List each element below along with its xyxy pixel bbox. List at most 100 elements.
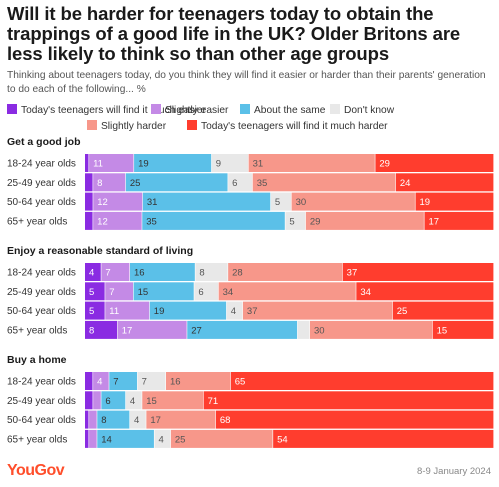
bar-segment: [242, 301, 393, 320]
row-label: 50-64 year olds: [7, 197, 76, 208]
data-label: 25: [175, 434, 186, 445]
data-label: 19: [154, 306, 165, 317]
bar-segment: [93, 173, 126, 192]
bar-segment: [93, 372, 109, 390]
bar-segment: [228, 173, 253, 192]
data-label: 17: [428, 216, 439, 227]
row-label: 65+ year olds: [7, 216, 67, 227]
bar-segment: [342, 263, 494, 281]
bar-segment: [93, 192, 143, 211]
data-label: 16: [170, 377, 181, 388]
legend-item: Slightly easier: [151, 104, 228, 117]
legend-label: Today's teenagers will find it much hard…: [201, 121, 388, 132]
bar-segment: [195, 263, 228, 281]
bar-segment: [85, 282, 105, 301]
bar-segment: [392, 301, 494, 320]
data-label: 15: [146, 396, 157, 407]
bar-segment: [129, 410, 146, 429]
data-label: 6: [232, 178, 237, 189]
data-label: 7: [113, 377, 118, 388]
data-label: 25: [130, 178, 141, 189]
bar-segment: [309, 320, 433, 339]
data-label: 4: [159, 434, 164, 445]
bar-segment: [170, 429, 273, 448]
group-title: Enjoy a reasonable standard of living: [7, 245, 193, 257]
yougov-logo: YouGov: [7, 462, 65, 479]
bar-segment: [146, 410, 216, 429]
row-label: 50-64 year olds: [7, 415, 76, 426]
data-label: 35: [146, 216, 157, 227]
row-label: 25-49 year olds: [7, 396, 76, 407]
data-label: 12: [97, 197, 108, 208]
bar-segment: [93, 211, 142, 230]
bar-segment: [137, 372, 166, 390]
data-label: 31: [253, 159, 264, 170]
bar-segment: [211, 154, 248, 172]
bar-segment: [165, 372, 231, 390]
data-label: 14: [101, 434, 112, 445]
bar-segment: [101, 391, 126, 410]
data-label: 4: [130, 396, 135, 407]
data-label: 4: [97, 377, 102, 388]
data-label: 25: [397, 306, 408, 317]
data-label: 8: [101, 415, 106, 426]
bar-segment: [97, 410, 130, 429]
bar-segment: [105, 301, 150, 320]
data-label: 27: [191, 325, 202, 336]
bar-segment: [125, 173, 228, 192]
bar-segment: [85, 391, 93, 410]
bar-segment: [291, 192, 415, 211]
bar-segment: [424, 211, 494, 230]
bar-segment: [125, 391, 142, 410]
legend-swatch: [7, 104, 17, 114]
row-label: 18-24 year olds: [7, 377, 76, 388]
legend-label: Today's teenagers will find it much easi…: [21, 105, 206, 116]
data-label: 65: [235, 377, 246, 388]
row-label: 65+ year olds: [7, 325, 67, 336]
bar-segment: [154, 429, 171, 448]
chart-subtitle: Thinking about teenagers today, do you t…: [7, 70, 486, 95]
data-label: 15: [437, 325, 448, 336]
bar-segment: [226, 301, 243, 320]
data-label: 7: [142, 377, 147, 388]
bar-segment: [85, 263, 101, 281]
data-label: 8: [89, 325, 94, 336]
legend-label: Slightly easier: [165, 105, 229, 116]
bar-segment: [129, 263, 195, 281]
bar-segment: [97, 429, 154, 448]
legend-swatch: [330, 104, 340, 114]
bar-segment: [117, 320, 187, 339]
bar-segment: [395, 173, 494, 192]
legend-item: Today's teenagers will find it much hard…: [187, 120, 388, 133]
data-label: 35: [257, 178, 268, 189]
data-label: 16: [134, 268, 145, 279]
bar-segment: [248, 154, 375, 172]
data-label: 6: [198, 287, 203, 298]
bar-segment: [149, 301, 227, 320]
row-label: 65+ year olds: [7, 434, 67, 445]
bar-segment: [85, 372, 93, 390]
bar-segment: [85, 173, 93, 192]
data-label: 71: [208, 396, 219, 407]
legend-label: About the same: [254, 105, 326, 116]
bar-segment: [133, 282, 194, 301]
legend-label: Slightly harder: [101, 121, 167, 132]
bar-segment: [109, 372, 138, 390]
data-label: 5: [89, 306, 94, 317]
data-label: 37: [347, 268, 358, 279]
legend-item: Slightly harder: [87, 120, 166, 133]
data-label: 15: [138, 287, 149, 298]
row-label: 25-49 year olds: [7, 178, 76, 189]
data-label: 5: [275, 197, 280, 208]
chart-title: Will it be harder for teenagers today to…: [7, 3, 461, 64]
data-label: 5: [289, 216, 294, 227]
legend-swatch: [151, 104, 161, 114]
data-label: 30: [314, 325, 325, 336]
bar-segment: [375, 154, 494, 172]
bar-segment: [356, 282, 494, 301]
bar-segment: [101, 263, 130, 281]
data-label: 11: [109, 306, 119, 317]
data-label: 11: [93, 159, 103, 170]
data-label: 4: [89, 268, 94, 279]
data-label: 8: [199, 268, 204, 279]
